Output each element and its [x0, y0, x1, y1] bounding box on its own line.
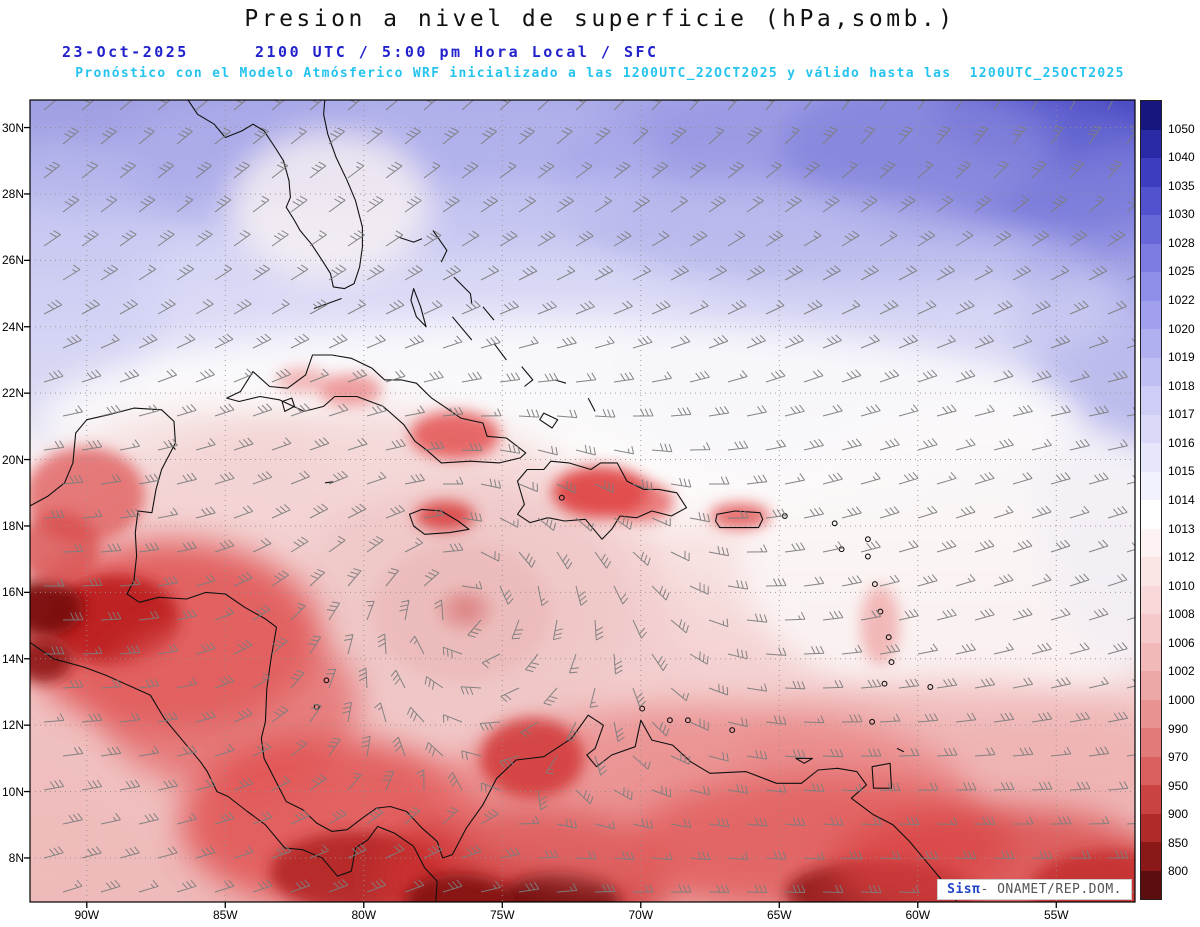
forecast-valid-time: 2100 UTC / 5:00 pm Hora Local / SFC	[255, 43, 659, 61]
colorbar-cell	[1141, 158, 1161, 187]
colorbar-label: 1025	[1168, 264, 1195, 279]
colorbar-cell	[1141, 671, 1161, 700]
colorbar-cell	[1141, 300, 1161, 329]
lat-label: 26N	[1, 253, 24, 268]
lon-label: 75W	[489, 908, 515, 922]
lat-label: 14N	[1, 651, 24, 666]
map-border	[29, 99, 1136, 903]
colorbar-label: 1050	[1168, 121, 1195, 136]
colorbar-cell	[1141, 728, 1161, 757]
colorbar-cell	[1141, 500, 1161, 529]
colorbar-label: 1017	[1168, 407, 1195, 422]
page-title: Presion a nivel de superficie (hPa,somb.…	[244, 6, 956, 32]
colorbar	[1140, 100, 1162, 900]
colorbar-cell	[1141, 414, 1161, 443]
colorbar-label: 1008	[1168, 607, 1195, 622]
colorbar-cell	[1141, 585, 1161, 614]
lon-label: 80W	[351, 908, 377, 922]
colorbar-label: 1040	[1168, 150, 1195, 165]
colorbar-cell	[1141, 842, 1161, 871]
colorbar-cell	[1141, 614, 1161, 643]
lat-label: 28N	[1, 186, 24, 201]
colorbar-label: 1006	[1168, 635, 1195, 650]
lat-label: 22N	[1, 386, 24, 401]
colorbar-label: 990	[1168, 721, 1189, 736]
lon-label: 90W	[74, 908, 100, 922]
colorbar-label: 1013	[1168, 521, 1195, 536]
colorbar-label: 1015	[1168, 464, 1195, 479]
colorbar-cell	[1141, 642, 1161, 671]
colorbar-cell	[1141, 186, 1161, 215]
axis-ticks	[24, 126, 1057, 908]
lon-label: 85W	[212, 908, 238, 922]
colorbar-cell	[1141, 528, 1161, 557]
lon-label: 65W	[766, 908, 792, 922]
lat-label: 12N	[1, 718, 24, 733]
colorbar-cell	[1141, 101, 1161, 130]
colorbar-cell	[1141, 785, 1161, 814]
colorbar-label: 800	[1168, 864, 1189, 879]
colorbar-label: 1000	[1168, 693, 1195, 707]
colorbar-label: 1020	[1168, 321, 1195, 336]
lon-label: 55W	[1043, 908, 1069, 922]
colorbar-label: 1010	[1168, 578, 1195, 593]
colorbar-cell	[1141, 443, 1161, 472]
colorbar-label: 1018	[1168, 378, 1195, 393]
colorbar-label: 1035	[1168, 178, 1195, 193]
attribution: Sisπ- ONAMET/REP.DOM.	[937, 879, 1132, 900]
lat-label: 16N	[1, 585, 24, 600]
lon-label: 60W	[905, 908, 931, 922]
colorbar-label: 950	[1168, 778, 1189, 793]
lat-label: 10N	[1, 784, 24, 799]
colorbar-label: 1016	[1168, 435, 1195, 450]
colorbar-label: 970	[1168, 750, 1189, 765]
model-info-line: Pronóstico con el Modelo Atmósferico WRF…	[75, 66, 1125, 81]
colorbar-cell	[1141, 557, 1161, 586]
colorbar-label: 1028	[1168, 235, 1195, 250]
colorbar-label: 1019	[1168, 350, 1195, 365]
colorbar-label: 1012	[1168, 550, 1195, 565]
grid-lines	[30, 100, 1135, 902]
lat-label: 24N	[1, 319, 24, 334]
colorbar-cell	[1141, 329, 1161, 358]
lat-label: 8N	[8, 850, 24, 865]
colorbar-label: 850	[1168, 835, 1189, 850]
colorbar-cell	[1141, 870, 1161, 899]
lat-label: 18N	[1, 518, 24, 533]
colorbar-label: 900	[1168, 807, 1189, 822]
colorbar-cell	[1141, 471, 1161, 500]
colorbar-label: 1030	[1168, 207, 1195, 222]
attribution-text: - ONAMET/REP.DOM.	[980, 882, 1122, 897]
colorbar-cell	[1141, 215, 1161, 244]
attribution-brand: Sisπ	[947, 882, 981, 897]
colorbar-cell	[1141, 756, 1161, 785]
colorbar-cell	[1141, 699, 1161, 728]
colorbar-cell	[1141, 129, 1161, 158]
colorbar-cell	[1141, 243, 1161, 272]
colorbar-label: 1014	[1168, 493, 1195, 507]
colorbar-cell	[1141, 357, 1161, 386]
lat-label: 20N	[1, 452, 24, 467]
lat-label: 30N	[1, 120, 24, 135]
coastlines	[30, 100, 958, 902]
colorbar-label: 1002	[1168, 664, 1195, 679]
colorbar-label: 1022	[1168, 293, 1195, 307]
pressure-shading	[30, 100, 1135, 902]
colorbar-cell	[1141, 813, 1161, 842]
colorbar-cell	[1141, 386, 1161, 415]
colorbar-cell	[1141, 272, 1161, 301]
forecast-date: 23-Oct-2025	[62, 43, 189, 61]
lon-label: 70W	[628, 908, 654, 922]
